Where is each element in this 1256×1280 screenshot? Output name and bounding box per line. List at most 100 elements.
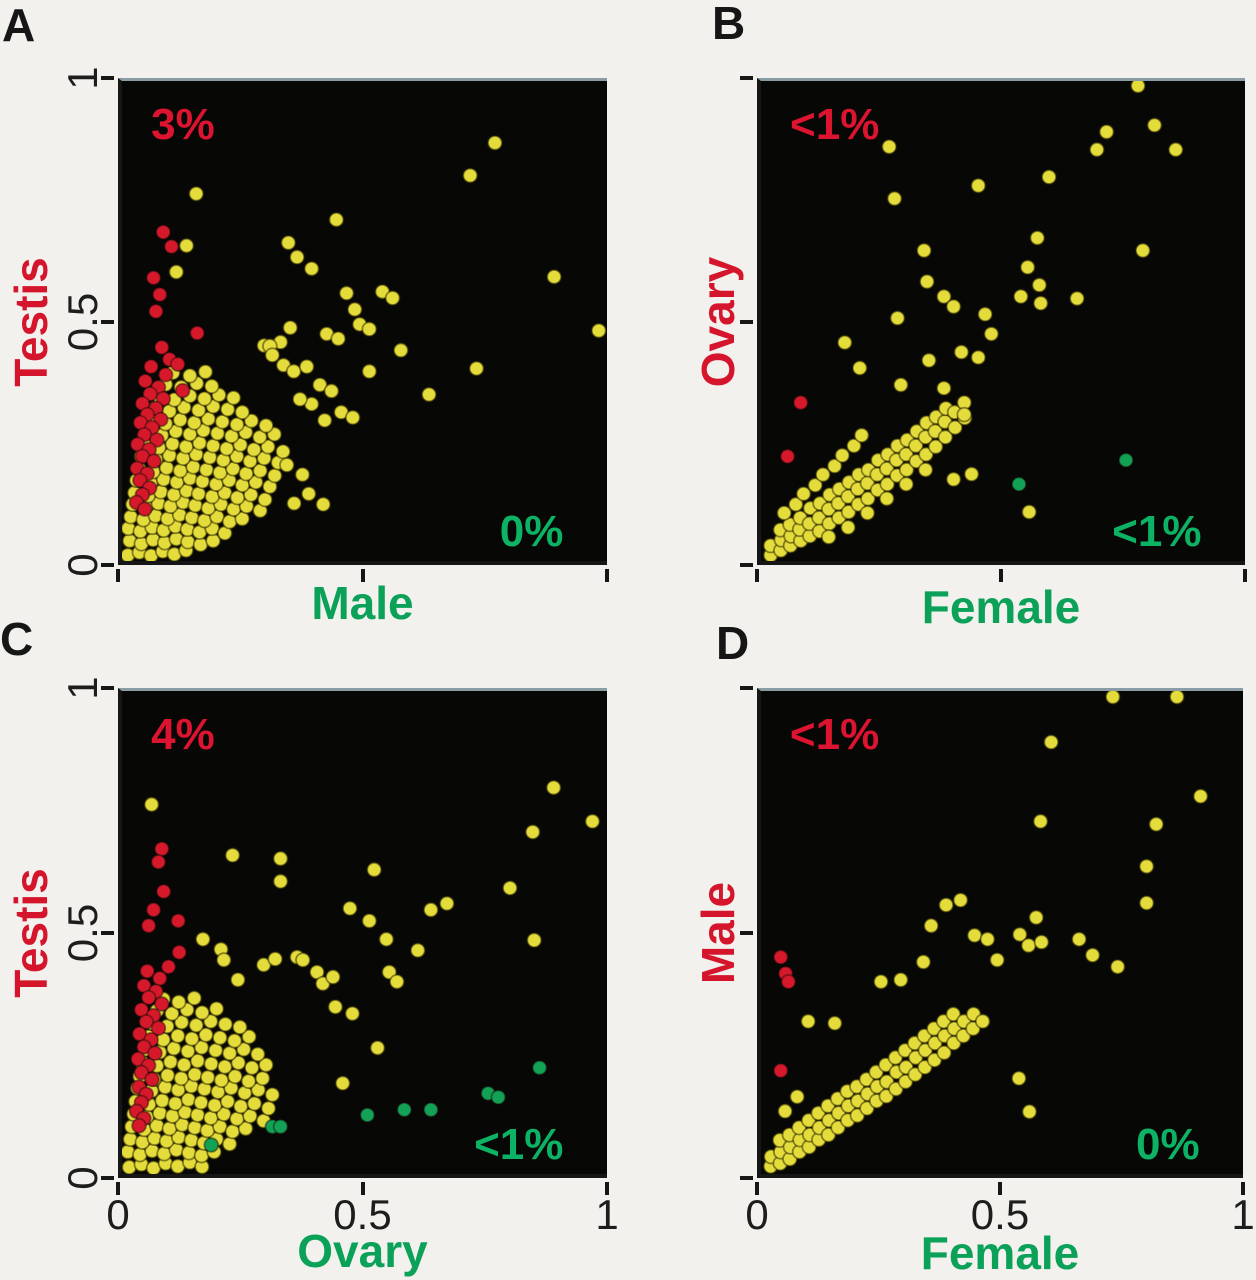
scatter-point <box>171 944 188 961</box>
scatter-point <box>186 990 203 1006</box>
scatter-point <box>421 386 437 403</box>
scatter-point <box>174 382 191 399</box>
scatter-point <box>1069 290 1085 307</box>
scatter-point <box>795 486 812 502</box>
scatter-point <box>145 270 162 286</box>
scatter-point <box>807 477 824 493</box>
scatter-point <box>1118 452 1134 468</box>
scatter-point <box>153 339 170 356</box>
lower-right-percentage: 0% <box>1136 1119 1200 1169</box>
scatter-point <box>389 973 405 990</box>
scatter-point <box>979 931 996 948</box>
scatter-point <box>194 1004 210 1021</box>
y-tick <box>101 563 114 567</box>
scatter-point <box>393 342 409 359</box>
scatter-point <box>188 1017 205 1034</box>
scatter-point <box>873 973 889 990</box>
scatter-point <box>947 419 963 436</box>
scatter-point <box>189 325 206 341</box>
scatter-point <box>1031 277 1048 293</box>
scatter-point <box>938 897 954 913</box>
scatter-point <box>789 1088 805 1105</box>
panel-c: C Testis Ovary 4% <1% 1 0.5 0 0 0.5 1 <box>0 616 619 1274</box>
scatter-point <box>1028 909 1045 926</box>
y-tick <box>740 76 753 80</box>
scatter-point <box>327 999 344 1015</box>
scatter-point <box>264 347 281 363</box>
scatter-point <box>923 917 939 934</box>
scatter-point <box>410 942 426 959</box>
y-tick <box>740 686 753 690</box>
y-tick <box>101 1176 114 1180</box>
scatter-point <box>295 952 311 968</box>
x-tick <box>1241 1182 1245 1195</box>
lower-right-percentage: 0% <box>499 506 564 556</box>
scatter-point <box>963 466 980 482</box>
scatter-point <box>361 363 378 380</box>
scatter-point <box>361 913 378 929</box>
scatter-point <box>338 285 355 301</box>
scatter-point <box>145 902 162 918</box>
scatter-point <box>149 432 165 448</box>
scatter-point <box>292 391 308 408</box>
scatter-point <box>917 462 934 478</box>
scatter-point <box>272 850 289 867</box>
scatter-point <box>344 1005 361 1022</box>
scatter-point <box>815 466 831 483</box>
scatter-point <box>151 286 168 303</box>
scatter-point <box>202 1110 219 1126</box>
y-tick <box>101 931 114 935</box>
scatter-point <box>213 1072 230 1089</box>
x-tick <box>1243 569 1247 582</box>
y-tick-label: 1 <box>59 676 106 700</box>
scatter-point <box>224 847 241 864</box>
scatter-point <box>970 177 987 194</box>
scatter-point <box>936 1044 952 1061</box>
panel-letter: A <box>2 0 36 51</box>
x-tick <box>605 569 609 582</box>
scatter-point <box>366 861 383 878</box>
x-axis-label: Male <box>311 577 414 629</box>
scatter-point <box>224 1123 241 1140</box>
scatter-point <box>170 356 186 372</box>
scatter-point <box>1098 124 1115 140</box>
scatter-point <box>244 1059 260 1076</box>
scatter-point <box>168 264 185 280</box>
scatter-point <box>836 334 853 351</box>
scatter-point <box>384 290 401 306</box>
scatter-point <box>820 529 837 545</box>
y-tick-label: 0.5 <box>59 903 106 963</box>
scatter-point <box>590 322 607 339</box>
scatter-point <box>203 378 220 394</box>
x-tick-label: 0 <box>745 1191 769 1238</box>
scatter-point <box>359 1107 376 1123</box>
scatter-point <box>325 969 341 985</box>
scatter-point <box>1032 295 1049 312</box>
scatter-point <box>919 273 935 290</box>
scatter-point <box>966 927 983 944</box>
scatter-point <box>258 1057 274 1073</box>
scatter-point <box>230 1055 247 1071</box>
scatter-point <box>150 1020 167 1036</box>
scatter-point <box>952 892 969 908</box>
scatter-point <box>232 1098 249 1115</box>
scatter-point <box>133 1001 150 1018</box>
x-tick <box>755 1182 759 1195</box>
scatter-point <box>131 1117 147 1134</box>
y-axis-label: Testis <box>5 256 57 387</box>
scatter-point <box>150 854 167 870</box>
y-tick-label: 0 <box>59 553 106 577</box>
scatter-point <box>346 301 363 318</box>
y-tick <box>740 319 753 324</box>
scatter-point <box>886 190 903 207</box>
scatter-point <box>330 330 347 347</box>
upper-left-percentage: <1% <box>789 709 880 759</box>
plot-area: 3% 0% <box>118 78 607 565</box>
scatter-point <box>131 1026 148 1042</box>
scatter-point <box>176 1057 192 1073</box>
scatter-point <box>1013 288 1029 305</box>
scatter-point <box>1135 242 1151 259</box>
scatter-point <box>260 1100 277 1117</box>
scatter-point <box>1169 691 1185 705</box>
